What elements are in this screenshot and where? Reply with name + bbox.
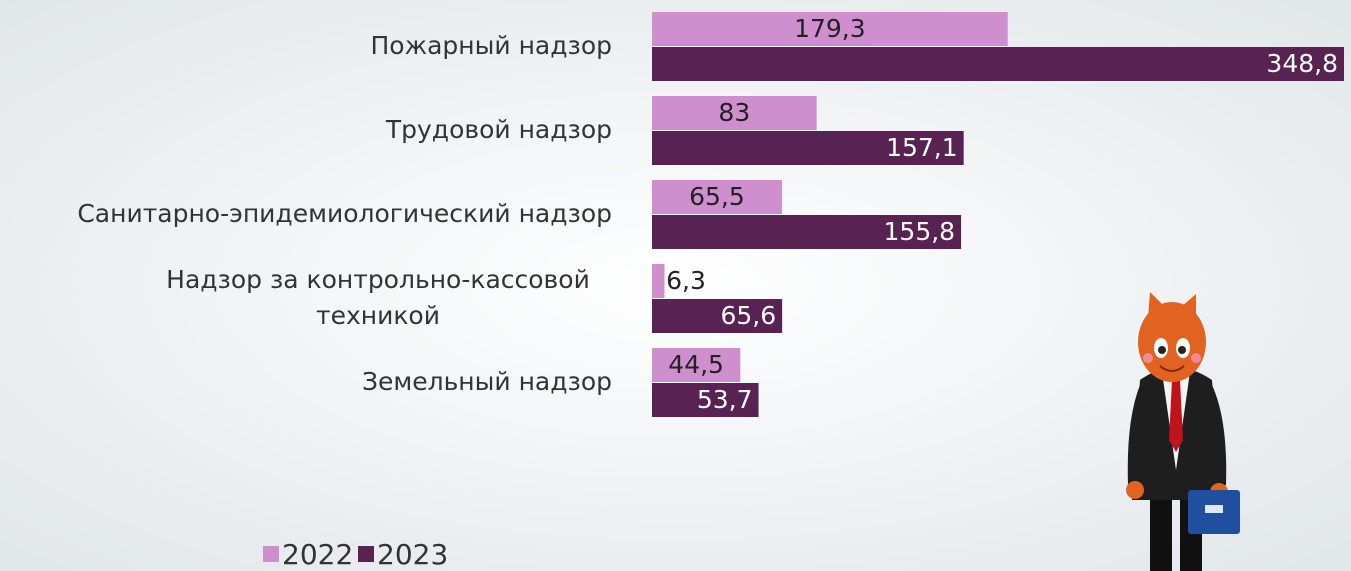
category-label: Санитарно-эпидемиологический надзор bbox=[77, 199, 612, 228]
value-label: 348,8 bbox=[1266, 49, 1338, 78]
value-label: 6,3 bbox=[666, 266, 706, 295]
value-label: 65,5 bbox=[689, 182, 745, 211]
legend-swatch bbox=[358, 546, 374, 562]
value-label: 44,5 bbox=[668, 350, 724, 379]
value-label: 155,8 bbox=[884, 217, 956, 246]
value-label: 157,1 bbox=[886, 133, 958, 162]
value-label: 83 bbox=[718, 98, 750, 127]
value-label: 53,7 bbox=[697, 385, 753, 414]
legend-label: 2022 bbox=[282, 538, 353, 571]
legend-swatch bbox=[263, 546, 279, 562]
category-label: Трудовой надзор bbox=[385, 115, 612, 144]
value-label: 65,6 bbox=[720, 301, 776, 330]
bar bbox=[652, 264, 664, 298]
category-label: Пожарный надзор bbox=[371, 31, 613, 60]
bar bbox=[652, 47, 1344, 81]
legend-label: 2023 bbox=[377, 538, 448, 571]
category-label: Земельный надзор bbox=[362, 367, 612, 396]
chart: Пожарный надзор 179,3 348,8 Трудовой надзор… bbox=[0, 0, 1351, 571]
value-label: 179,3 bbox=[794, 14, 866, 43]
